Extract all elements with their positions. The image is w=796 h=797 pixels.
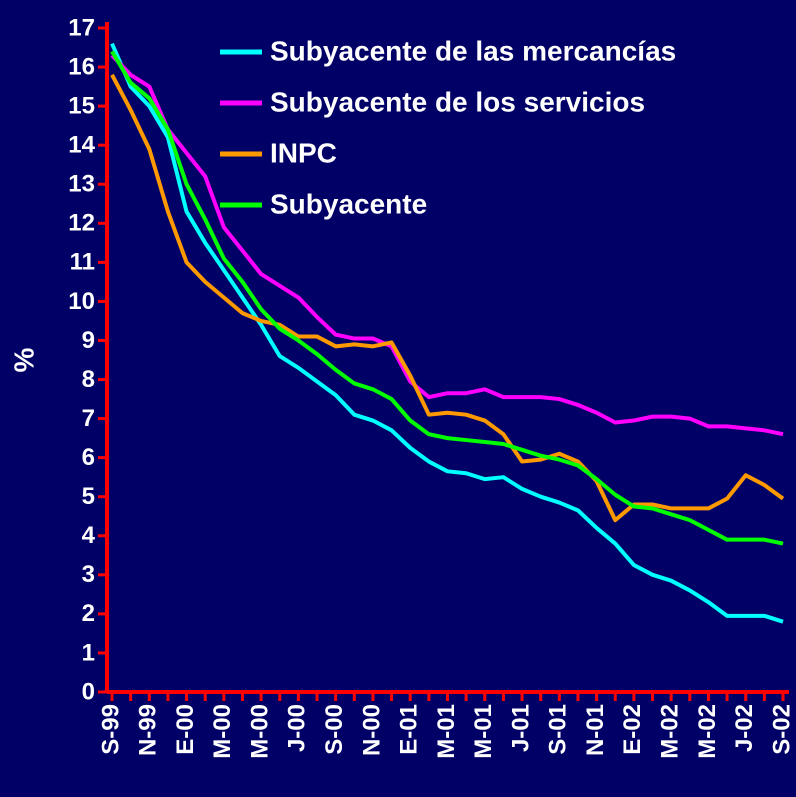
series-line bbox=[110, 53, 784, 437]
y-tick-label: 0 bbox=[82, 678, 95, 705]
x-tick-label: N-99 bbox=[135, 704, 162, 756]
x-tick-label: J-01 bbox=[507, 704, 534, 752]
y-tick-label: 6 bbox=[82, 444, 95, 471]
y-tick-label: 9 bbox=[82, 327, 95, 354]
y-tick-label: 11 bbox=[70, 249, 95, 276]
x-tick-label: M-01 bbox=[433, 704, 460, 759]
legend-label: Subyacente de los servicios bbox=[270, 86, 645, 117]
x-tick-label: E-00 bbox=[172, 704, 199, 755]
series-line bbox=[110, 50, 784, 546]
y-tick-label: 12 bbox=[68, 210, 95, 237]
y-tick-label: 16 bbox=[68, 53, 95, 80]
x-tick-label: E-02 bbox=[619, 704, 646, 755]
y-tick-label: 3 bbox=[82, 561, 95, 588]
series-line bbox=[110, 73, 785, 523]
x-tick-label: N-00 bbox=[358, 704, 385, 756]
y-tick-label: 7 bbox=[82, 405, 95, 432]
y-tick-label: 5 bbox=[82, 483, 95, 510]
y-tick-label: 15 bbox=[68, 92, 95, 119]
legend-label: Subyacente de las mercancías bbox=[270, 35, 676, 66]
legend-label: Subyacente bbox=[270, 188, 427, 219]
x-tick-label: J-02 bbox=[731, 704, 758, 752]
x-tick-label: N-01 bbox=[582, 704, 609, 756]
x-tick-label: S-02 bbox=[768, 704, 795, 755]
x-tick-label: S-00 bbox=[321, 704, 348, 755]
x-tick-label: M-00 bbox=[246, 704, 273, 759]
y-tick-label: 2 bbox=[82, 600, 95, 627]
x-tick-label: M-01 bbox=[470, 704, 497, 759]
y-tick-label: 4 bbox=[82, 522, 96, 549]
y-tick-label: 1 bbox=[82, 639, 95, 666]
x-tick-label: M-00 bbox=[209, 704, 236, 759]
x-tick-label: S-99 bbox=[97, 704, 124, 755]
x-tick-label: M-02 bbox=[694, 704, 721, 759]
y-axis-label: % bbox=[8, 347, 39, 372]
series-line bbox=[110, 42, 784, 624]
y-tick-label: 13 bbox=[68, 171, 95, 198]
y-tick-label: 14 bbox=[68, 132, 95, 159]
legend-label: INPC bbox=[270, 137, 337, 168]
y-tick-label: 8 bbox=[82, 366, 95, 393]
y-tick-label: 17 bbox=[68, 14, 95, 41]
x-tick-label: J-00 bbox=[284, 704, 311, 752]
y-tick-label: 10 bbox=[68, 288, 95, 315]
x-tick-label: E-01 bbox=[396, 704, 423, 755]
x-tick-label: M-02 bbox=[657, 704, 684, 759]
x-tick-label: S-01 bbox=[545, 704, 572, 755]
